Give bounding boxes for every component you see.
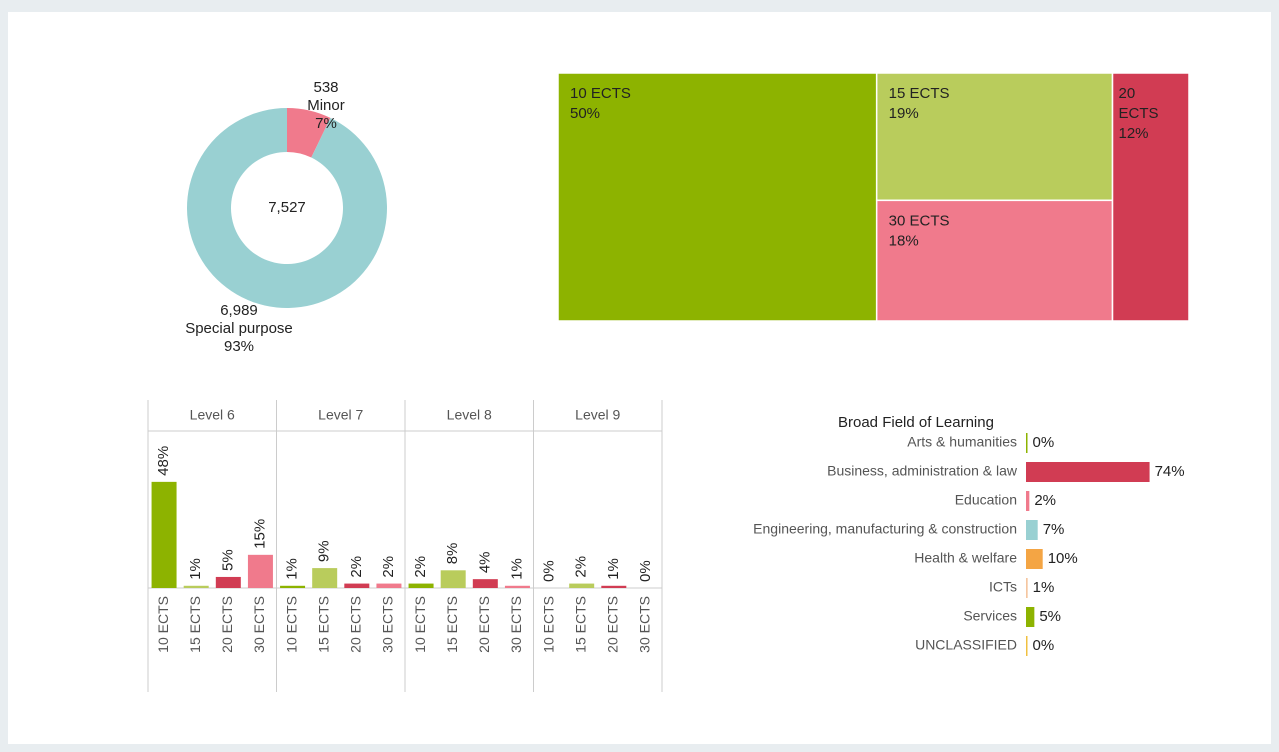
slice-category-label: Special purpose [185,320,293,337]
bar [1026,491,1030,511]
y-tick-label: UNCLASSIFIED [915,637,1017,653]
bar-value-label: 2% [380,556,397,578]
bar-value-label: 1% [508,558,525,580]
bar-value-label: 8% [444,543,461,565]
facet-header: Level 9 [575,407,620,423]
treemap-cell [557,72,878,322]
x-tick-label: 30 ECTS [508,596,524,653]
bar [280,585,306,588]
donut-center-label: 7,527 [268,199,306,216]
x-tick-label: 10 ECTS [283,596,299,653]
bar-value-label: 10% [1048,550,1078,567]
bar-value-label: 1% [187,558,204,580]
bar-value-label: 2% [573,556,590,578]
x-tick-label: 20 ECTS [476,596,492,653]
bar-value-label: 5% [219,549,236,571]
bar [1026,578,1028,598]
bar-value-label: 2% [348,556,365,578]
bar [1026,433,1028,453]
bar [215,576,241,588]
bar-value-label: 7% [1043,521,1065,538]
bar [1026,607,1035,627]
x-tick-label: 10 ECTS [155,596,171,653]
slice-percent-label: 93% [224,338,254,355]
bar-value-label: 2% [412,556,429,578]
treemap-category-label: 30 ECTS [889,212,950,229]
bar-value-label: 1% [605,558,622,580]
x-tick-label: 20 ECTS [219,596,235,653]
bar-value-label: 1% [284,558,301,580]
treemap-category-label: 10 ECTS [570,85,631,102]
chart-title: Broad Field of Learning [838,414,994,431]
slice-value-label: 538 [313,79,338,96]
bar-value-label: 4% [476,551,493,573]
y-tick-label: Arts & humanities [907,434,1017,450]
y-tick-label: Engineering, manufacturing & constructio… [753,521,1017,537]
y-tick-label: Business, administration & law [827,463,1018,479]
bar [504,585,530,588]
facet-header: Level 8 [447,407,492,423]
bar [408,583,434,588]
bar [1026,520,1038,540]
treemap-cell [1111,72,1190,322]
donut-slice [186,108,387,309]
x-tick-label: 15 ECTS [315,596,331,653]
slice-value-label: 6,989 [220,302,258,319]
bar-value-label: 0% [637,560,654,582]
x-tick-label: 15 ECTS [572,596,588,653]
treemap-category-label: 20 ECTS [1119,85,1159,122]
y-tick-label: ICTs [989,579,1017,595]
donut-slice [287,108,331,158]
bar [601,585,627,588]
y-tick-label: Education [955,492,1017,508]
bar [151,481,177,588]
bar [472,579,498,588]
y-tick-label: Health & welfare [914,550,1017,566]
x-tick-label: 20 ECTS [348,596,364,653]
bar-value-label: 0% [1033,637,1055,654]
bar [376,583,402,588]
x-tick-label: 20 ECTS [605,596,621,653]
bar-value-label: 2% [1034,492,1056,509]
bar-value-label: 9% [316,540,333,562]
x-tick-label: 10 ECTS [540,596,556,653]
treemap-category-label: 15 ECTS [889,85,950,102]
treemap-value-label: 18% [889,232,919,249]
facet-header: Level 6 [190,407,235,423]
bar [344,583,370,588]
facet-header: Level 7 [318,407,363,423]
treemap-value-label: 12% [1119,125,1149,142]
bar [1026,636,1028,656]
slice-category-label: Minor [307,97,345,114]
x-tick-label: 30 ECTS [251,596,267,653]
bar [1026,462,1150,482]
bar [183,585,209,588]
bar-value-label: 15% [251,519,268,549]
bar-value-label: 0% [541,560,558,582]
x-tick-label: 15 ECTS [444,596,460,653]
y-tick-label: Services [963,608,1017,624]
bar [440,570,466,588]
x-tick-label: 15 ECTS [187,596,203,653]
x-tick-label: 30 ECTS [380,596,396,653]
bar-value-label: 5% [1039,608,1061,625]
treemap-cell [875,72,1114,202]
treemap-value-label: 50% [570,105,600,122]
bar [247,554,273,588]
bar [1026,549,1043,569]
bar-value-label: 1% [1033,579,1055,596]
slice-percent-label: 7% [315,115,337,132]
bar-value-label: 48% [155,446,172,476]
bar [312,568,338,588]
bar-value-label: 74% [1155,463,1185,480]
x-tick-label: 30 ECTS [637,596,653,653]
treemap-value-label: 19% [889,105,919,122]
bar-value-label: 0% [1033,434,1055,451]
x-tick-label: 10 ECTS [412,596,428,653]
bar [569,583,595,588]
